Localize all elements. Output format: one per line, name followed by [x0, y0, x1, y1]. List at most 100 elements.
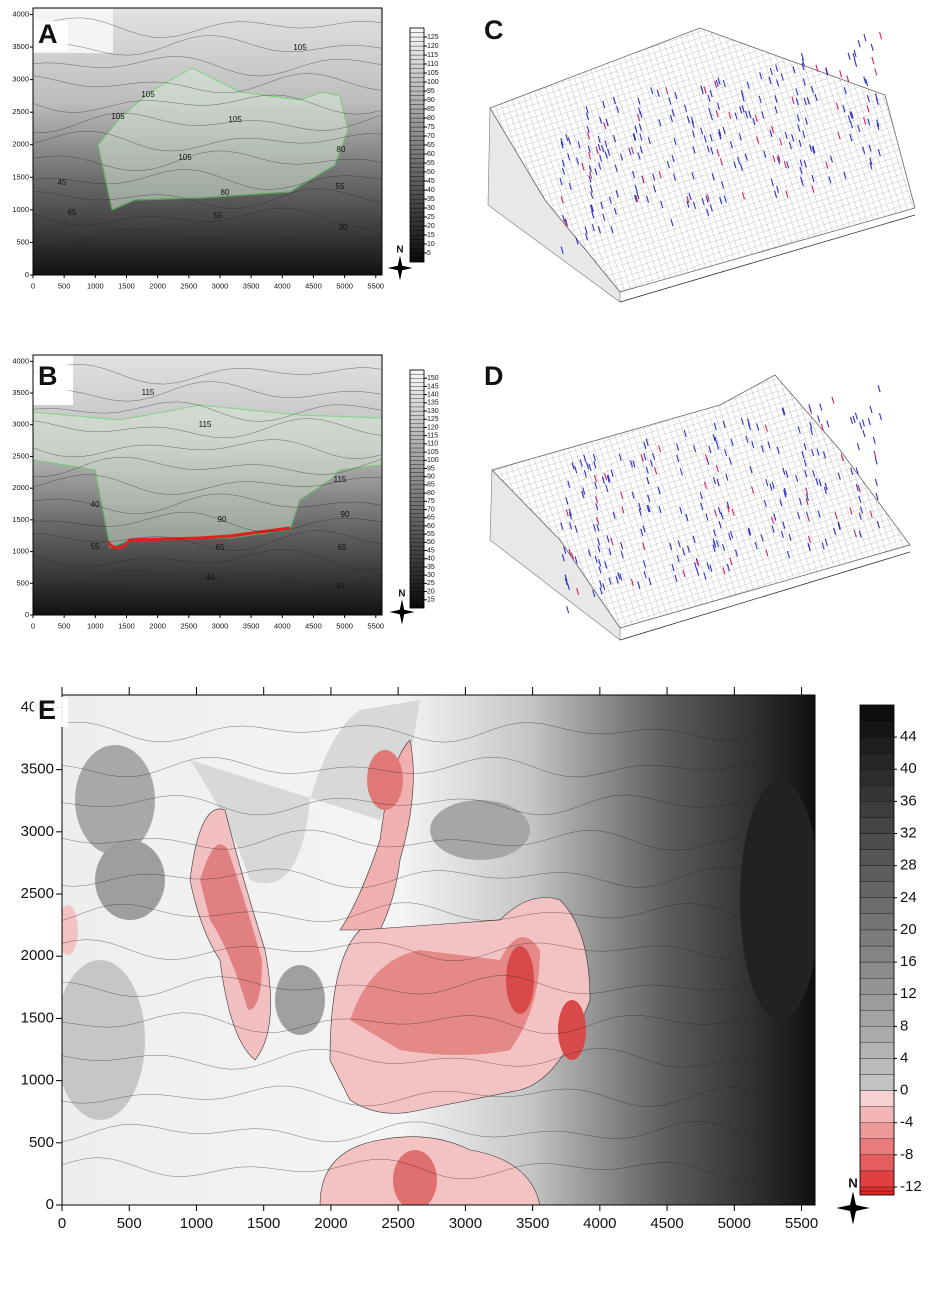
vector-arrow: [775, 64, 779, 72]
vector-arrow: [711, 173, 715, 181]
vector-arrow: [726, 505, 730, 513]
vector-arrow: [709, 113, 713, 121]
colorbar-band: [409, 533, 425, 539]
vector-arrow: [597, 538, 601, 546]
colorbar-band: [409, 558, 425, 564]
vector-arrow: [709, 204, 713, 212]
vector-arrow: [594, 481, 598, 490]
vector-arrow: [701, 197, 705, 206]
vector-arrow: [763, 499, 767, 508]
x-tick-label: 4000: [274, 621, 291, 630]
vector-arrow: [858, 495, 862, 503]
vector-arrow: [713, 509, 718, 517]
vector-arrow: [729, 141, 733, 149]
vector-arrow: [770, 125, 775, 134]
contour-fill: [33, 8, 382, 275]
vector-arrow: [619, 153, 624, 161]
contour-line: [33, 131, 382, 152]
x-tick-label: 3500: [243, 281, 260, 290]
colorbar-band: [409, 427, 425, 432]
contour-line: [33, 456, 382, 478]
vector-arrow: [874, 457, 878, 465]
vector-arrow: [633, 194, 638, 203]
vector-arrow: [700, 502, 704, 511]
y-tick-label: 2000: [12, 483, 29, 492]
colorbar-band: [409, 54, 425, 60]
colorbar-band: [409, 521, 425, 527]
vector-arrow: [639, 110, 643, 119]
vector-arrow: [824, 538, 828, 547]
colorbar-band: [859, 769, 895, 786]
colorbar-tick-label: 100: [427, 79, 439, 86]
vector-arrow: [686, 115, 690, 124]
vector-arrow: [629, 460, 634, 468]
vector-arrow: [588, 463, 592, 472]
vector-arrow: [579, 459, 583, 467]
vector-arrow: [706, 145, 710, 153]
x-tick-label: 5000: [336, 621, 353, 630]
vector-arrow: [682, 569, 686, 578]
vector-arrow: [709, 89, 713, 98]
vector-arrow: [797, 124, 801, 132]
vector-arrow: [756, 136, 760, 144]
vector-arrow: [704, 453, 708, 462]
vector-arrow: [632, 133, 636, 142]
vector-arrow: [751, 440, 755, 449]
vector-arrow: [783, 487, 787, 496]
colorbar-band: [409, 456, 425, 461]
vector-arrow: [803, 97, 807, 106]
vector-arrow: [770, 516, 775, 524]
colorbar-band: [409, 81, 425, 87]
colorbar-band: [409, 140, 425, 146]
vector-arrow: [597, 135, 601, 144]
vector-arrow: [854, 59, 858, 67]
vector-arrow: [706, 562, 710, 570]
colorbar-tick-label: 28: [900, 857, 917, 874]
colorbar-band: [409, 414, 425, 420]
colorbar-band: [409, 369, 425, 375]
vector-arrow: [739, 106, 743, 114]
vector-arrow: [739, 163, 743, 171]
vector-arrow: [679, 506, 683, 514]
contour-line: [33, 418, 382, 439]
colorbar-band: [409, 480, 425, 486]
colorbar-band: [859, 1106, 895, 1123]
y-tick-label: 500: [16, 237, 29, 246]
vector-arrow: [722, 79, 726, 88]
y-tick-label: 2500: [21, 885, 54, 902]
colorbar-band: [409, 501, 425, 506]
vector-arrow: [612, 96, 617, 105]
colorbar-band: [409, 378, 425, 383]
vector-arrow: [722, 567, 726, 575]
vector-arrow: [806, 97, 810, 105]
vector-arrow: [560, 246, 564, 254]
colorbar-frame: [409, 369, 425, 609]
vector-arrow: [561, 167, 566, 175]
contour-line: [33, 188, 382, 209]
vector-arrow: [875, 97, 879, 105]
vector-arrow: [786, 161, 790, 169]
vector-arrow: [637, 152, 641, 160]
vector-arrow: [716, 102, 721, 110]
vector-arrow: [567, 153, 571, 161]
vector-arrow: [691, 172, 695, 180]
vector-arrow: [688, 192, 692, 201]
x-tick-label: 5000: [336, 281, 353, 290]
north-arrow: [836, 1191, 870, 1225]
vector-arrow: [726, 501, 730, 509]
colorbar-band: [859, 977, 895, 995]
vector-arrow: [802, 130, 806, 139]
vector-arrow: [744, 153, 748, 161]
colorbar-band: [409, 410, 425, 416]
colorbar-band: [409, 216, 425, 222]
vector-arrow: [707, 94, 711, 103]
x-tick-label: 3000: [212, 621, 229, 630]
contour-label: 65: [68, 208, 77, 217]
y-tick-label: 1500: [12, 515, 29, 524]
vector-arrow: [574, 525, 578, 533]
colorbar-band: [859, 1138, 895, 1155]
vector-arrow: [764, 424, 768, 432]
vector-arrow: [631, 491, 635, 499]
colorbar-band: [409, 176, 425, 182]
vector-arrow: [643, 570, 647, 579]
